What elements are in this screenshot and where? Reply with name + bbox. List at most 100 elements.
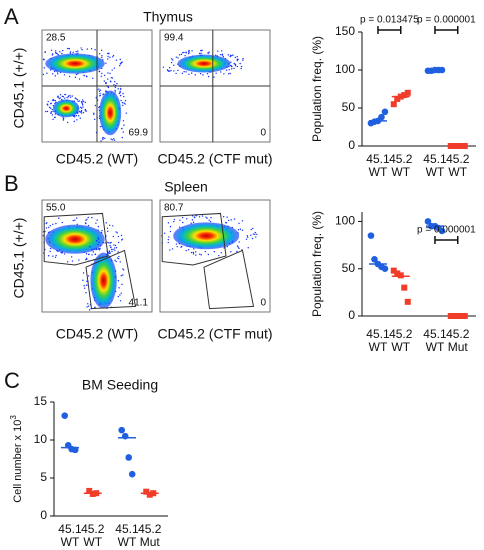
flow-event bbox=[254, 233, 256, 236]
flow-event bbox=[74, 76, 77, 79]
y-tick-label: 150 bbox=[335, 24, 355, 38]
flow-event bbox=[209, 220, 212, 223]
y-tick-label: 0 bbox=[40, 508, 47, 522]
flow-event bbox=[113, 67, 116, 69]
x-tick-label: 45.2 bbox=[138, 522, 162, 536]
flow-event bbox=[82, 279, 84, 281]
flow-event bbox=[45, 222, 47, 225]
flow-event bbox=[229, 54, 232, 57]
flow-event bbox=[228, 73, 230, 75]
flow-event bbox=[230, 219, 232, 221]
flow-event bbox=[61, 221, 63, 224]
flow-event bbox=[237, 229, 240, 231]
flow-event bbox=[221, 53, 224, 55]
flow-event bbox=[113, 247, 116, 249]
flow-event bbox=[117, 295, 119, 298]
flow-event bbox=[178, 226, 181, 228]
flow-event bbox=[100, 140, 102, 142]
x-tick-label: WT bbox=[61, 535, 80, 549]
flow-density bbox=[52, 99, 80, 118]
flow-event bbox=[119, 294, 121, 296]
data-point bbox=[461, 313, 468, 319]
flow-event bbox=[91, 249, 93, 251]
flow-event bbox=[185, 249, 187, 252]
flow-y-label: CD45.1 (+/+) bbox=[11, 48, 27, 129]
gate bbox=[203, 249, 255, 310]
flow-event bbox=[50, 111, 53, 113]
x-tick-label: 45.2 bbox=[446, 327, 470, 341]
flow-event bbox=[168, 70, 171, 72]
flow-event bbox=[119, 261, 121, 263]
x-tick-label: WT bbox=[118, 535, 137, 549]
flow-event bbox=[85, 292, 87, 294]
flow-plot bbox=[159, 199, 271, 313]
flow-event bbox=[207, 75, 210, 78]
flow-event bbox=[110, 248, 113, 251]
flow-event bbox=[107, 241, 109, 244]
flow-event bbox=[117, 279, 120, 282]
flow-event bbox=[84, 101, 87, 104]
flow-event bbox=[206, 217, 208, 219]
flow-event bbox=[54, 99, 57, 102]
flow-event bbox=[122, 92, 124, 95]
flow-event bbox=[78, 100, 81, 102]
flow-event bbox=[75, 51, 77, 53]
flow-event bbox=[49, 250, 51, 253]
flow-event bbox=[115, 231, 117, 233]
gate-value: 0 bbox=[260, 128, 266, 139]
flow-event bbox=[102, 241, 104, 244]
flow-event bbox=[106, 227, 109, 230]
flow-event bbox=[195, 254, 197, 256]
flow-density bbox=[173, 222, 240, 250]
flow-event bbox=[225, 221, 227, 224]
flow-event bbox=[186, 218, 188, 220]
flow-event bbox=[169, 249, 171, 251]
flow-event bbox=[87, 224, 90, 227]
flow-event bbox=[115, 247, 118, 249]
flow-event bbox=[241, 229, 244, 231]
flow-event bbox=[188, 50, 190, 53]
flow-event bbox=[91, 254, 93, 256]
flow-event bbox=[170, 61, 173, 64]
flow-event bbox=[234, 63, 237, 66]
flow-event bbox=[46, 110, 49, 113]
flow-event bbox=[101, 55, 103, 57]
flow-event bbox=[252, 227, 254, 230]
flow-event bbox=[123, 102, 125, 104]
flow-event bbox=[45, 110, 47, 113]
flow-event bbox=[87, 275, 90, 277]
flow-event bbox=[199, 253, 201, 255]
x-tick-label: 45.2 bbox=[446, 152, 470, 166]
flow-event bbox=[43, 59, 45, 61]
flow-event bbox=[241, 220, 244, 222]
flow-event bbox=[59, 51, 61, 53]
flow-event bbox=[185, 71, 187, 73]
flow-event bbox=[57, 53, 59, 56]
flow-event bbox=[175, 72, 177, 75]
flow-event bbox=[119, 63, 122, 65]
flow-event bbox=[180, 53, 183, 56]
flow-event bbox=[88, 309, 91, 311]
flow-event bbox=[62, 117, 65, 120]
flow-event bbox=[193, 248, 195, 250]
flow-event bbox=[87, 303, 89, 305]
flow-event bbox=[72, 51, 74, 54]
flow-event bbox=[251, 237, 254, 240]
data-point bbox=[86, 487, 93, 494]
flow-event bbox=[109, 72, 111, 75]
flow-event bbox=[118, 255, 120, 258]
flow-event bbox=[110, 138, 112, 140]
flow-density bbox=[177, 54, 231, 73]
flow-event bbox=[250, 228, 252, 231]
flow-event bbox=[242, 57, 244, 60]
x-tick-label: Mut bbox=[140, 535, 161, 549]
flow-event bbox=[109, 80, 112, 82]
flow-event bbox=[101, 72, 103, 75]
flow-event bbox=[112, 225, 114, 227]
flow-event bbox=[170, 58, 173, 60]
data-point bbox=[454, 313, 461, 319]
flow-event bbox=[110, 76, 113, 79]
flow-event bbox=[228, 219, 230, 222]
flow-event bbox=[171, 59, 174, 61]
flow-event bbox=[198, 216, 201, 218]
